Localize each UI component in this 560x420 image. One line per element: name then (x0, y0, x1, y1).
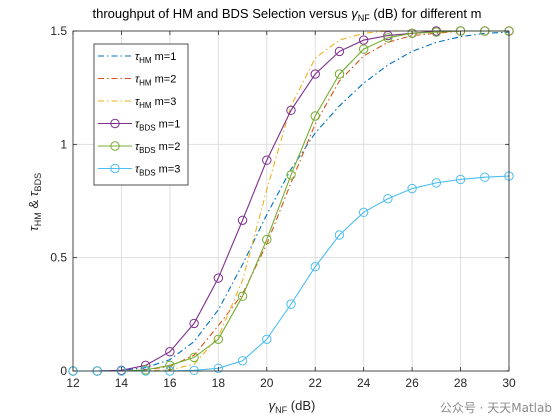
legend-item: τHM m=3 (98, 96, 176, 110)
x-tick-label: 26 (405, 376, 419, 390)
chart-title: throughput of HM and BDS Selection versu… (93, 6, 482, 23)
legend-marker (110, 141, 120, 151)
legend-label: τHM m=2 (135, 74, 176, 88)
data-point (383, 194, 393, 204)
data-point (237, 356, 248, 366)
series-line (73, 31, 510, 372)
legend-item: τBDS m=3 (98, 164, 180, 178)
data-point (310, 262, 320, 272)
x-tick-label: 12 (66, 376, 80, 390)
data-point (310, 111, 320, 121)
data-point (213, 273, 224, 283)
data-point (431, 178, 442, 188)
data-point (310, 69, 320, 79)
data-point (262, 334, 272, 344)
x-tick-label: 20 (260, 376, 274, 390)
data-point (286, 105, 296, 116)
data-point (431, 27, 442, 37)
data-point (237, 291, 248, 301)
data-point (165, 347, 175, 357)
data-point (213, 334, 224, 344)
x-tick-label: 14 (115, 376, 129, 390)
legend-label: τHM m=1 (135, 51, 176, 65)
y-tick-label: 0 (60, 364, 67, 378)
legend-item: τBDS m=1 (98, 119, 180, 133)
legend-box (93, 43, 189, 186)
data-point (334, 46, 345, 57)
series-6 (68, 171, 514, 376)
x-tick-label: 28 (454, 376, 468, 390)
legend-marker (110, 163, 120, 174)
y-tick-label: 1 (60, 137, 67, 151)
data-point (334, 69, 345, 79)
data-point (237, 215, 248, 225)
data-point (480, 172, 490, 182)
series-line (73, 175, 510, 372)
y-tick-label: 1.5 (50, 24, 67, 38)
plot-frame (72, 30, 510, 372)
x-axis-label: γNF (dB) (269, 398, 316, 415)
data-point (262, 234, 272, 245)
y-axis-label: τHM & τBDS (26, 173, 43, 231)
y-tick-label: 0.5 (50, 251, 67, 265)
watermark: 公众号 · 天天Matlab (439, 401, 552, 415)
legend-item: τHM m=1 (98, 51, 176, 65)
series-line (73, 30, 509, 372)
data-point (334, 230, 345, 240)
legend-marker (110, 118, 120, 129)
x-tick-label: 24 (357, 376, 371, 390)
x-tick-label: 18 (212, 376, 226, 390)
legend: τHM m=1 τHM m=2 τHM m=3 τBDS m=1 τBDS m=2 τBD… (93, 43, 189, 186)
data-point (383, 33, 393, 43)
x-tick-label: 22 (309, 376, 323, 390)
data-point (358, 44, 369, 54)
legend-item: τBDS m=2 (98, 141, 180, 155)
legend-label: τHM m=3 (135, 96, 176, 110)
data-point (286, 299, 296, 309)
data-point (407, 28, 417, 38)
data-point (407, 183, 417, 194)
data-point (455, 174, 466, 185)
data-point (213, 363, 224, 373)
data-point (189, 365, 199, 376)
legend-label: τBDS m=2 (135, 141, 180, 155)
axis-ticks: 12 14 16 18 20 22 24 26 28 30 0 0.5 1 1.5 (50, 24, 516, 390)
data-point (189, 318, 199, 329)
data-point (358, 207, 369, 218)
data-point (189, 352, 199, 363)
x-tick-label: 30 (502, 376, 516, 390)
series-1 (73, 31, 510, 372)
legend-label: τBDS m=3 (135, 164, 180, 178)
legend-item: τHM m=2 (98, 74, 176, 88)
legend-label: τBDS m=1 (135, 119, 180, 133)
x-tick-label: 16 (163, 376, 177, 390)
data-point (286, 170, 296, 180)
data-point (358, 35, 369, 45)
data-point (262, 155, 272, 165)
